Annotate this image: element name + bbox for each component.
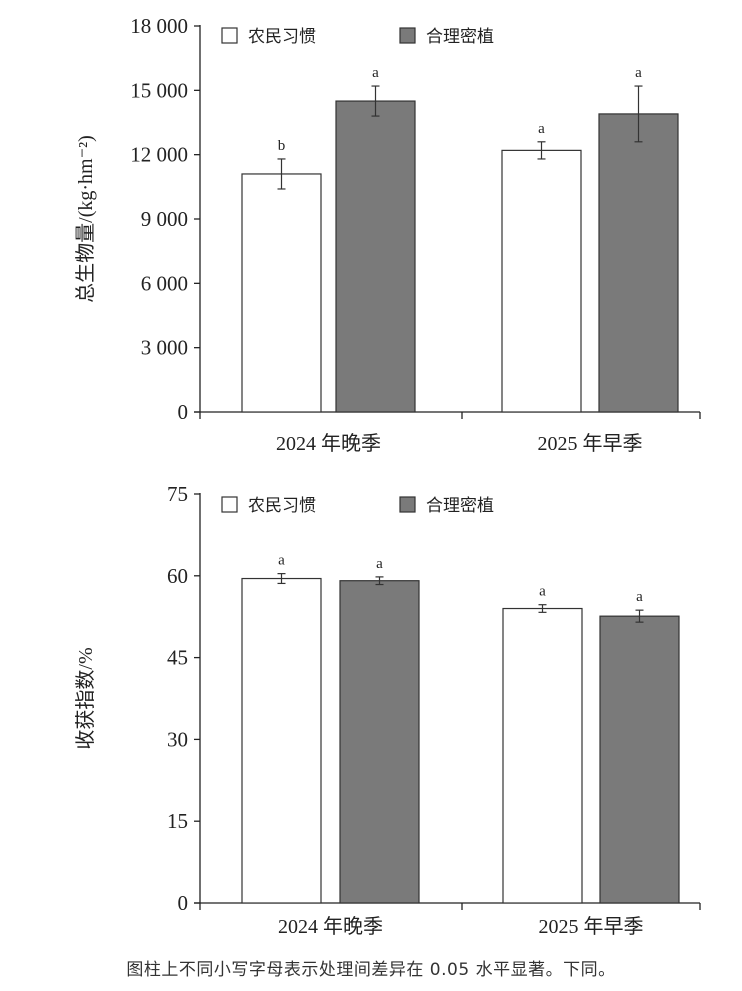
y-tick-label: 18 000 — [130, 14, 188, 38]
significance-letter: a — [538, 121, 545, 137]
bar-farmer — [502, 607, 583, 904]
y-tick-label: 3 000 — [141, 336, 188, 360]
legend-label: 农民习惯 — [248, 27, 316, 47]
bar-farmer — [241, 577, 322, 904]
y-tick-label: 75 — [167, 482, 188, 506]
chart-panel-1: 0 3 000 6 000 9 000 12 000 15 000 18 000 总生物量/(… — [74, 14, 701, 455]
bar-farmer — [501, 149, 582, 413]
significance-letter: a — [636, 589, 643, 605]
legend: 农民习惯 合理密植 — [221, 27, 494, 47]
y-tick-label: 30 — [167, 727, 188, 751]
category-label: 2025 年早季 — [538, 432, 643, 455]
y-tick-label: 9 000 — [141, 207, 188, 231]
legend-swatch-farmer — [221, 496, 238, 513]
y-tick-label: 0 — [178, 400, 189, 424]
category-label: 2025 年早季 — [539, 915, 644, 938]
y-tick-label: 45 — [167, 646, 188, 670]
chart-panel-2: 0 15 30 45 60 75 收获指数/% a a 2024 年晚季 a a 2025 年早季 农民习… — [74, 482, 701, 938]
y-axis-label: 收获指数/% — [74, 647, 97, 749]
y-tick-label: 15 000 — [130, 78, 188, 102]
significance-letter: a — [635, 65, 642, 81]
category-label: 2024 年晚季 — [276, 432, 381, 455]
legend-label: 合理密植 — [426, 496, 494, 516]
significance-letter: a — [372, 65, 379, 81]
legend-label: 合理密植 — [426, 27, 494, 47]
figure-canvas: 0 3 000 6 000 9 000 12 000 15 000 18 000 总生物量/(… — [74, 14, 701, 938]
bar-dense — [598, 113, 679, 413]
bar-dense — [339, 580, 420, 904]
y-tick-label: 12 000 — [130, 143, 188, 167]
y-tick-label: 6 000 — [141, 271, 188, 295]
y-tick-label: 60 — [167, 564, 188, 588]
legend-swatch-dense — [399, 496, 416, 513]
legend-swatch-dense — [399, 27, 416, 44]
figure-caption: 图柱上不同小写字母表示处理间差异在 0.05 水平显著。下同。 — [126, 960, 616, 980]
significance-letter: a — [376, 556, 383, 572]
bar-farmer — [241, 173, 322, 413]
significance-letter: b — [278, 138, 286, 154]
y-axis-label: 总生物量/(kg·hm⁻²) — [74, 135, 97, 303]
y-tick-label: 15 — [167, 809, 188, 833]
y-tick-label: 0 — [178, 891, 189, 915]
bar-dense — [335, 100, 416, 413]
category-label: 2024 年晚季 — [278, 915, 383, 938]
legend-label: 农民习惯 — [248, 496, 316, 516]
legend: 农民习惯 合理密植 — [221, 496, 494, 516]
significance-letter: a — [539, 584, 546, 600]
significance-letter: a — [278, 553, 285, 569]
legend-swatch-farmer — [221, 27, 238, 44]
bar-dense — [599, 615, 680, 904]
